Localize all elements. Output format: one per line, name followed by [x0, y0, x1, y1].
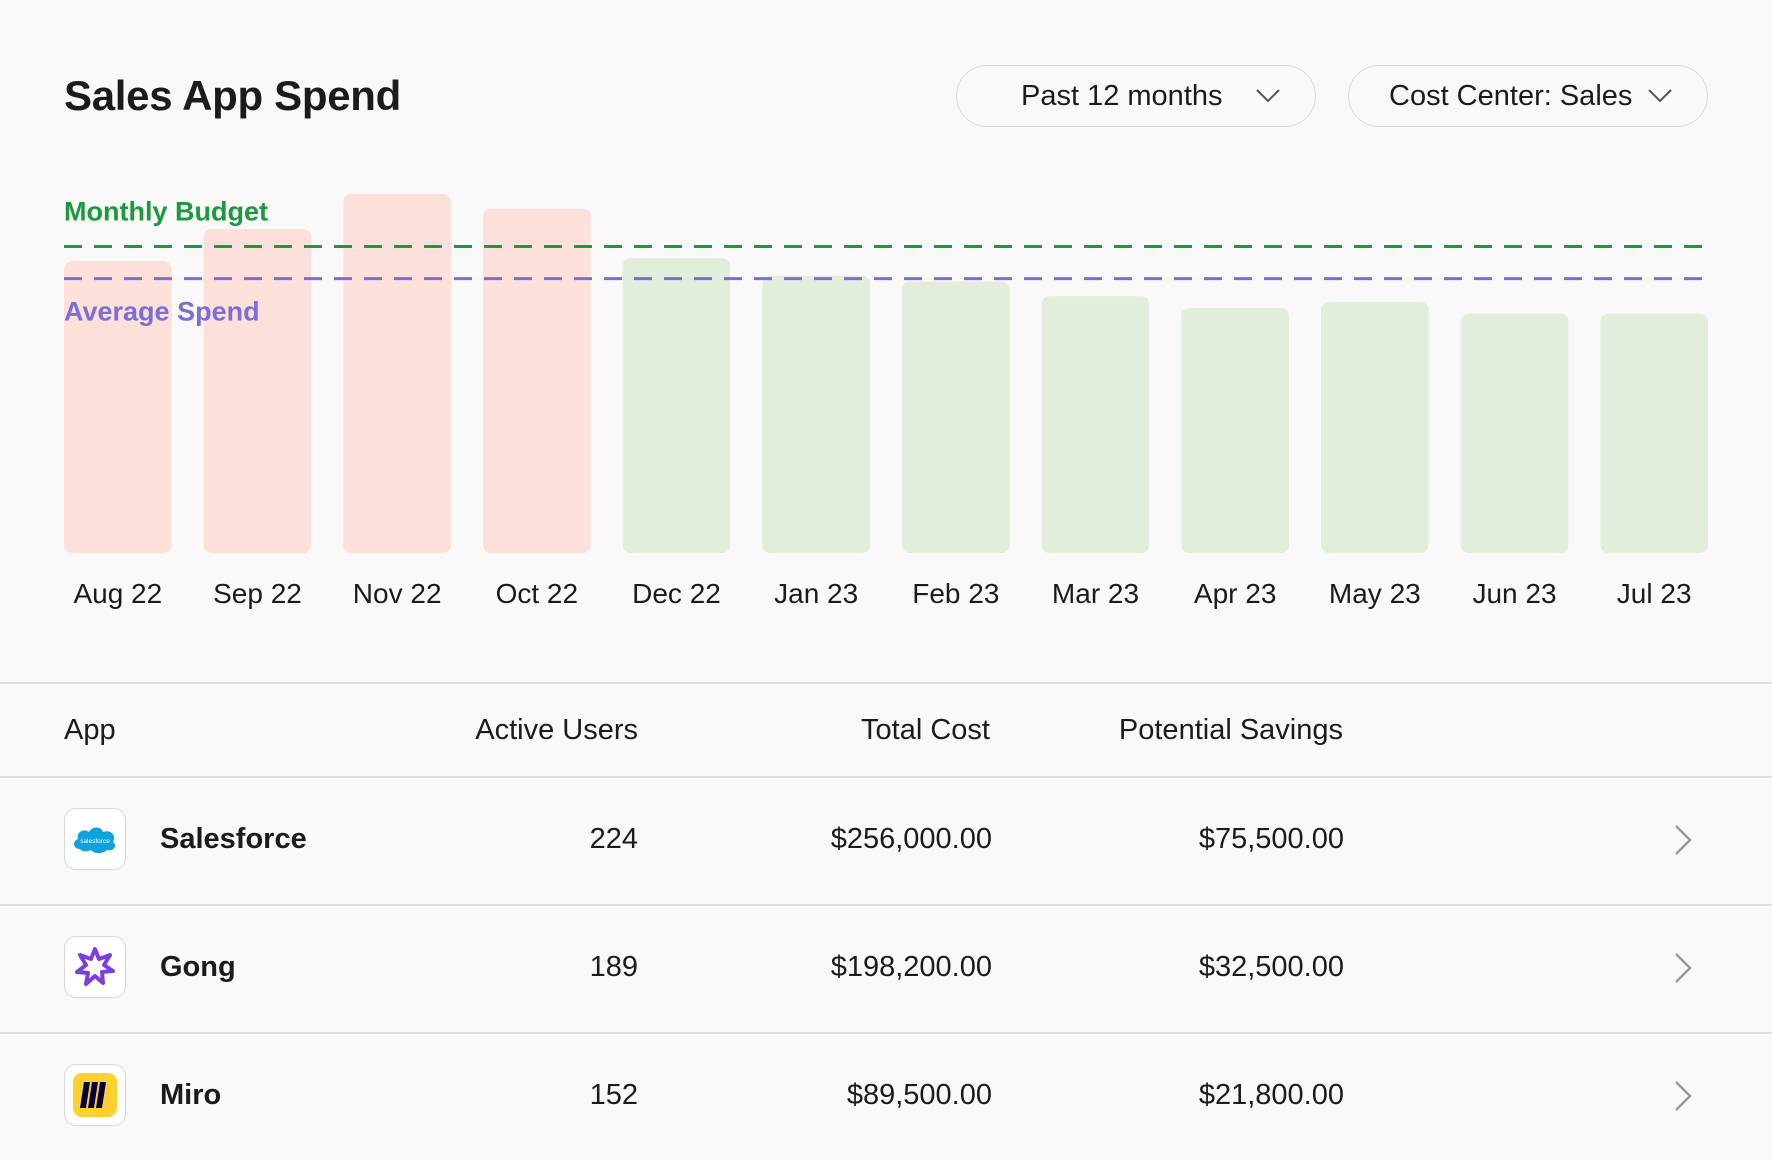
- cost-center-dropdown[interactable]: Cost Center: Sales: [1348, 65, 1708, 127]
- column-header-app: App: [64, 714, 116, 746]
- column-header-total-cost: Total Cost: [861, 714, 990, 746]
- table-row-gong[interactable]: Gong 189 $198,200.00 $32,500.00: [0, 905, 1772, 1032]
- x-tick-label: Jul 23: [1617, 578, 1692, 609]
- active-users-value: 224: [589, 823, 638, 855]
- x-tick-label: Apr 23: [1194, 578, 1277, 609]
- table-row-salesforce[interactable]: salesforce Salesforce 224 $256,000.00 $7…: [0, 777, 1772, 904]
- row-divider: [0, 904, 1772, 906]
- bar-oct-22: [483, 208, 591, 553]
- app-name: Salesforce: [160, 823, 307, 855]
- monthly-budget-label: Monthly Budget: [64, 197, 268, 227]
- x-tick-label: Dec 22: [632, 578, 721, 609]
- period-dropdown[interactable]: Past 12 months: [956, 65, 1316, 127]
- potential-savings-value: $75,500.00: [1198, 823, 1344, 855]
- column-header-potential-savings: Potential Savings: [1118, 714, 1343, 746]
- bar-jan-23: [762, 275, 870, 553]
- x-tick-label: Jun 23: [1472, 578, 1556, 609]
- svg-text:salesforce: salesforce: [80, 838, 110, 845]
- active-users-value: 152: [589, 1079, 638, 1111]
- bar-sep-22: [203, 229, 312, 553]
- gong-icon: [64, 936, 126, 998]
- app-name: Miro: [160, 1079, 222, 1111]
- x-tick-label: Mar 23: [1052, 578, 1139, 609]
- chevron-down-icon: [1256, 89, 1280, 103]
- bar-dec-22: [622, 258, 731, 553]
- spend-chart: Aug 22 Sep 22 Nov 22 Oct 22 Dec 22 Jan 23 Feb …: [0, 150, 1772, 630]
- x-tick-label: Oct 22: [496, 578, 578, 609]
- x-tick-label: Jan 23: [774, 578, 858, 609]
- chevron-down-icon: [1648, 89, 1672, 103]
- bar-mar-23: [1041, 296, 1150, 553]
- potential-savings-value: $32,500.00: [1198, 951, 1344, 983]
- miro-icon: [64, 1064, 126, 1126]
- potential-savings-value: $21,800.00: [1198, 1079, 1344, 1111]
- spend-bar-chart: Aug 22 Sep 22 Nov 22 Oct 22 Dec 22 Jan 23 Feb …: [64, 194, 1708, 609]
- cost-center-dropdown-label: Cost Center: Sales: [1389, 79, 1633, 112]
- period-dropdown-label: Past 12 months: [1021, 79, 1223, 112]
- bar-aug-22: [64, 261, 172, 553]
- active-users-value: 189: [589, 951, 638, 983]
- chevron-right-icon: [1675, 1081, 1692, 1111]
- bar-may-23: [1321, 301, 1429, 553]
- x-tick-label: Nov 22: [353, 578, 442, 609]
- x-tick-label: Sep 22: [213, 578, 302, 609]
- x-tick-label: May 23: [1329, 578, 1421, 609]
- app-name: Gong: [160, 951, 236, 983]
- total-cost-value: $256,000.00: [830, 823, 992, 855]
- chevron-right-icon: [1675, 953, 1692, 983]
- page-title: Sales App Spend: [64, 72, 402, 119]
- bar-feb-23: [902, 281, 1010, 553]
- bar-jun-23: [1460, 313, 1569, 553]
- table-row-miro[interactable]: Miro 152 $89,500.00 $21,800.00: [0, 1033, 1772, 1160]
- bar-jul-23: [1600, 313, 1708, 553]
- average-spend-label: Average Spend: [64, 297, 260, 327]
- bar-nov-22: [343, 194, 451, 553]
- row-divider: [0, 1032, 1772, 1034]
- x-tick-label: Feb 23: [912, 578, 999, 609]
- total-cost-value: $89,500.00: [846, 1079, 992, 1111]
- column-header-active-users: Active Users: [475, 714, 638, 746]
- total-cost-value: $198,200.00: [830, 951, 992, 983]
- bar-apr-23: [1181, 307, 1289, 553]
- salesforce-icon: salesforce: [64, 808, 126, 870]
- x-tick-label: Aug 22: [73, 578, 162, 609]
- chevron-right-icon: [1675, 825, 1692, 855]
- table-header-divider: [0, 776, 1772, 778]
- section-divider: [0, 682, 1772, 684]
